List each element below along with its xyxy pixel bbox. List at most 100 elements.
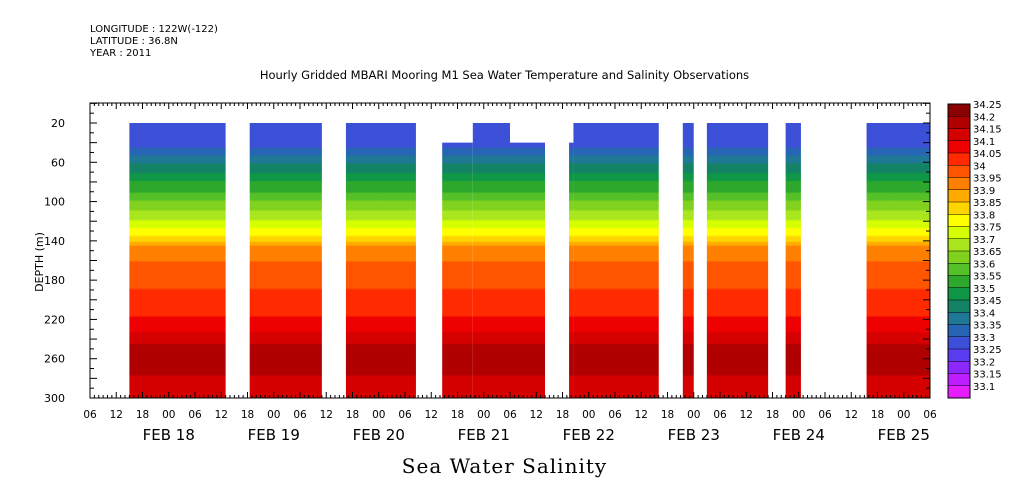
colorbar-swatch [948, 263, 970, 276]
data-segments [129, 123, 930, 398]
data-segment [249, 123, 322, 398]
x-date-label: FEB 19 [248, 426, 300, 444]
x-hour-label: 06 [713, 409, 727, 421]
colorbar-swatch [948, 128, 970, 141]
x-hour-label: 06 [608, 409, 622, 421]
colorbar-label: 33.35 [973, 321, 1002, 332]
x-hour-label: 06 [923, 409, 937, 421]
colorbar-label: 34.15 [973, 125, 1002, 136]
colorbar-label: 33.95 [973, 174, 1002, 185]
data-segment [706, 123, 769, 398]
x-hour-label: 00 [792, 409, 805, 421]
x-hour-label: 06 [188, 409, 202, 421]
x-hour-label: 12 [110, 409, 123, 421]
x-hour-label: 00 [582, 409, 595, 421]
colorbar-label: 34.1 [973, 137, 995, 148]
x-hour-label: 00 [372, 409, 385, 421]
colorbar-label: 34.05 [973, 149, 1002, 160]
x-date-label: FEB 25 [878, 426, 930, 444]
chart-title: Hourly Gridded MBARI Mooring M1 Sea Wate… [259, 68, 750, 82]
year-label: YEAR : 2011 [90, 48, 152, 59]
x-date-label: FEB 21 [458, 426, 510, 444]
colorbar-label: 33.9 [973, 186, 995, 197]
colorbar-swatch [948, 361, 970, 374]
x-hour-label: 12 [530, 409, 543, 421]
colorbar-label: 34 [973, 161, 986, 172]
x-date-label: FEB 20 [353, 426, 405, 444]
y-tick-label: 140 [44, 235, 65, 248]
colorbar: 34.2534.234.1534.134.053433.9533.933.853… [947, 100, 1002, 399]
y-tick-label: 260 [44, 353, 65, 366]
colorbar-swatch [948, 373, 970, 386]
colorbar-label: 33.6 [973, 259, 995, 270]
colorbar-label: 33.65 [973, 247, 1002, 258]
x-hour-label: 18 [136, 409, 149, 421]
colorbar-label: 34.2 [973, 112, 995, 123]
x-hour-label: 06 [818, 409, 832, 421]
data-segment [569, 142, 574, 398]
y-axis: 20 60 100 140 180 220 260 300 [44, 102, 930, 405]
x-hour-label: 06 [83, 409, 97, 421]
x-hour-label: 18 [871, 409, 884, 421]
colorbar-swatch [948, 349, 970, 362]
data-segment [510, 142, 545, 398]
x-hour-label: 12 [635, 409, 648, 421]
colorbar-swatch [948, 177, 970, 190]
colorbar-label: 33.1 [973, 382, 995, 393]
colorbar-label: 33.7 [973, 235, 995, 246]
latitude-label: LATITUDE : 36.8N [90, 36, 178, 47]
x-hour-label: 18 [766, 409, 779, 421]
colorbar-label: 33.15 [973, 370, 1002, 381]
colorbar-label: 33.5 [973, 284, 995, 295]
colorbar-swatch [948, 116, 970, 129]
colorbar-swatch [948, 287, 970, 300]
colorbar-swatch [948, 226, 970, 239]
colorbar-label: 33.75 [973, 223, 1002, 234]
x-hour-label: 00 [477, 409, 490, 421]
data-segment [866, 123, 930, 398]
colorbar-label: 33.2 [973, 357, 995, 368]
colorbar-label: 34.25 [973, 100, 1002, 111]
colorbar-swatch [948, 214, 970, 227]
y-tick-label: 300 [44, 392, 65, 405]
y-tick-label: 100 [44, 196, 65, 209]
x-date-label: FEB 24 [773, 426, 825, 444]
colorbar-swatch [948, 336, 970, 349]
data-segment [345, 123, 416, 398]
colorbar-label: 33.55 [973, 272, 1002, 283]
y-axis-label: DEPTH (m) [33, 232, 46, 292]
longitude-label: LONGITUDE : 122W(-122) [90, 24, 218, 35]
colorbar-label: 33.8 [973, 210, 995, 221]
colorbar-label: 33.25 [973, 345, 1002, 356]
colorbar-swatch [948, 300, 970, 313]
x-hour-label: 00 [897, 409, 910, 421]
colorbar-label: 33.4 [973, 308, 995, 319]
colorbar-swatch [948, 165, 970, 178]
x-hour-label: 18 [556, 409, 569, 421]
x-hour-label: 12 [320, 409, 333, 421]
x-hour-label: 12 [425, 409, 438, 421]
x-hour-label: 18 [241, 409, 254, 421]
data-segment [785, 123, 801, 398]
data-segment [682, 123, 694, 398]
x-date-label: FEB 23 [668, 426, 720, 444]
colorbar-swatch [948, 385, 970, 398]
y-tick-label: 20 [51, 117, 65, 130]
colorbar-label: 33.85 [973, 198, 1002, 209]
x-hour-label: 18 [346, 409, 359, 421]
x-hour-label: 06 [398, 409, 412, 421]
colorbar-label: 33.3 [973, 333, 995, 344]
data-segment [573, 123, 659, 398]
colorbar-swatch [948, 238, 970, 251]
x-hour-label: 00 [267, 409, 280, 421]
colorbar-swatch [948, 140, 970, 153]
colorbar-swatch [948, 202, 970, 215]
colorbar-swatch [948, 104, 970, 117]
colorbar-swatch [948, 251, 970, 264]
data-segment [129, 123, 226, 398]
x-hour-label: 18 [661, 409, 674, 421]
x-hour-label: 12 [845, 409, 858, 421]
x-date-label: FEB 18 [143, 426, 195, 444]
colorbar-swatch [948, 189, 970, 202]
